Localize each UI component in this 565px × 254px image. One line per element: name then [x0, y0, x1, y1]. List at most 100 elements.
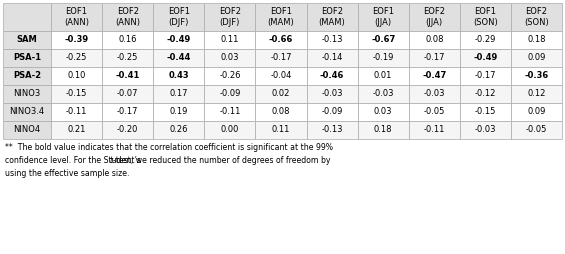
Text: -0.03: -0.03: [424, 89, 445, 99]
Text: 0.12: 0.12: [527, 89, 546, 99]
Text: 0.16: 0.16: [119, 36, 137, 44]
Bar: [460, 103, 511, 121]
Bar: [408, 103, 460, 121]
Bar: [460, 49, 511, 67]
Bar: [511, 67, 562, 85]
Text: -0.19: -0.19: [372, 54, 394, 62]
Bar: [205, 103, 255, 121]
Text: confidence level. For the Student’s: confidence level. For the Student’s: [5, 156, 144, 165]
Text: 0.00: 0.00: [221, 125, 239, 135]
Text: 0.18: 0.18: [527, 36, 546, 44]
Bar: [511, 49, 562, 67]
Text: EOF1
(JJA): EOF1 (JJA): [372, 7, 394, 27]
Text: PSA-1: PSA-1: [13, 54, 41, 62]
Text: 0.02: 0.02: [272, 89, 290, 99]
Text: -0.13: -0.13: [321, 36, 343, 44]
Bar: [3, 121, 51, 139]
Text: 0.21: 0.21: [67, 125, 86, 135]
Bar: [511, 121, 562, 139]
Text: -0.20: -0.20: [117, 125, 138, 135]
Bar: [205, 49, 255, 67]
Text: -0.05: -0.05: [424, 107, 445, 117]
Bar: [306, 31, 358, 49]
Bar: [255, 49, 306, 67]
Text: EOF2
(SON): EOF2 (SON): [524, 7, 549, 27]
Text: -0.44: -0.44: [167, 54, 191, 62]
Bar: [3, 103, 51, 121]
Text: -0.49: -0.49: [167, 36, 191, 44]
Bar: [255, 31, 306, 49]
Bar: [306, 49, 358, 67]
Text: -0.03: -0.03: [321, 89, 343, 99]
Bar: [3, 3, 51, 31]
Text: -0.11: -0.11: [66, 107, 87, 117]
Text: -0.04: -0.04: [270, 71, 292, 81]
Bar: [51, 31, 102, 49]
Bar: [408, 85, 460, 103]
Text: -0.11: -0.11: [219, 107, 241, 117]
Text: -0.25: -0.25: [117, 54, 138, 62]
Text: -0.07: -0.07: [117, 89, 138, 99]
Bar: [306, 85, 358, 103]
Text: 0.09: 0.09: [527, 54, 546, 62]
Bar: [306, 103, 358, 121]
Bar: [102, 67, 153, 85]
Text: -0.25: -0.25: [66, 54, 87, 62]
Bar: [511, 103, 562, 121]
Bar: [306, 3, 358, 31]
Text: 0.08: 0.08: [425, 36, 444, 44]
Text: -0.47: -0.47: [422, 71, 446, 81]
Text: -0.49: -0.49: [473, 54, 497, 62]
Text: 0.26: 0.26: [170, 125, 188, 135]
Bar: [205, 121, 255, 139]
Bar: [358, 3, 408, 31]
Bar: [205, 67, 255, 85]
Text: -0.15: -0.15: [475, 107, 496, 117]
Bar: [358, 85, 408, 103]
Bar: [460, 31, 511, 49]
Bar: [408, 67, 460, 85]
Text: EOF2
(ANN): EOF2 (ANN): [115, 7, 140, 27]
Text: 0.08: 0.08: [272, 107, 290, 117]
Bar: [358, 103, 408, 121]
Text: 0.01: 0.01: [374, 71, 392, 81]
Text: -0.17: -0.17: [117, 107, 138, 117]
Text: -0.17: -0.17: [424, 54, 445, 62]
Text: EOF1
(MAM): EOF1 (MAM): [268, 7, 294, 27]
Text: -0.17: -0.17: [270, 54, 292, 62]
Text: -0.15: -0.15: [66, 89, 87, 99]
Text: -0.46: -0.46: [320, 71, 344, 81]
Bar: [460, 3, 511, 31]
Text: -0.03: -0.03: [372, 89, 394, 99]
Bar: [51, 49, 102, 67]
Bar: [205, 85, 255, 103]
Bar: [205, 3, 255, 31]
Bar: [102, 3, 153, 31]
Bar: [153, 31, 205, 49]
Text: -0.11: -0.11: [424, 125, 445, 135]
Text: 0.03: 0.03: [374, 107, 393, 117]
Text: **  The bold value indicates that the correlation coefficient is significant at : ** The bold value indicates that the cor…: [5, 143, 333, 152]
Bar: [102, 103, 153, 121]
Text: -0.29: -0.29: [475, 36, 496, 44]
Bar: [408, 121, 460, 139]
Text: NINO4: NINO4: [14, 125, 41, 135]
Bar: [153, 67, 205, 85]
Text: EOF1
(ANN): EOF1 (ANN): [64, 7, 89, 27]
Text: -0.26: -0.26: [219, 71, 241, 81]
Bar: [3, 67, 51, 85]
Bar: [511, 3, 562, 31]
Text: -0.14: -0.14: [321, 54, 343, 62]
Bar: [255, 67, 306, 85]
Text: -0.66: -0.66: [269, 36, 293, 44]
Text: EOF2
(JJA): EOF2 (JJA): [423, 7, 445, 27]
Bar: [255, 85, 306, 103]
Bar: [511, 85, 562, 103]
Bar: [51, 121, 102, 139]
Text: 0.09: 0.09: [527, 107, 546, 117]
Bar: [51, 85, 102, 103]
Bar: [408, 31, 460, 49]
Bar: [255, 121, 306, 139]
Bar: [358, 31, 408, 49]
Text: EOF2
(DJF): EOF2 (DJF): [219, 7, 241, 27]
